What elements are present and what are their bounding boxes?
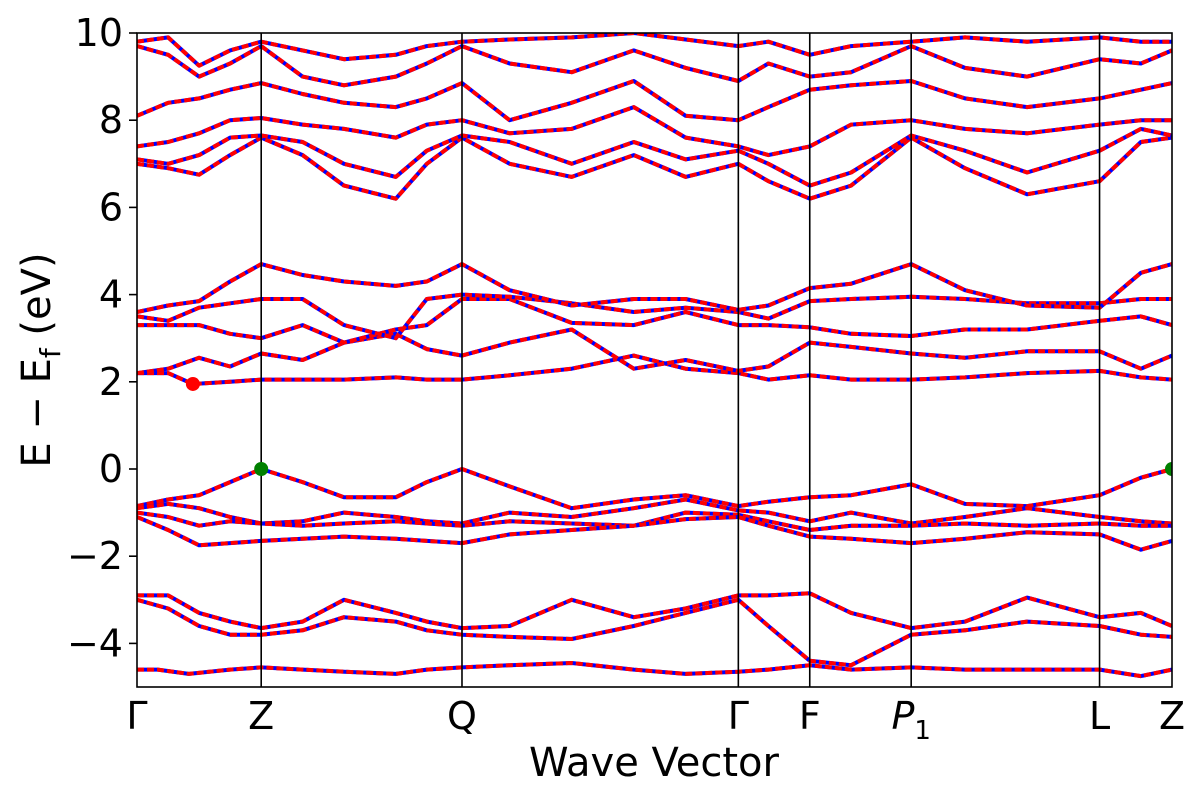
marker-cbm-1 xyxy=(185,376,200,391)
x-tick-label-3: Q xyxy=(447,694,477,738)
y-tick-label-8: 10 xyxy=(75,11,123,55)
x-tick-label-5-main: F xyxy=(799,694,821,738)
x-tick-label-6-main: P xyxy=(891,694,914,738)
band-14-overlay xyxy=(137,126,1172,188)
high-symmetry-lines xyxy=(260,33,1101,687)
x-tick-label-7-main: L xyxy=(1089,694,1110,738)
y-axis-title-subscript: f xyxy=(34,347,67,358)
x-tick-label-4: Γ xyxy=(728,694,749,738)
y-tick-label-5: 4 xyxy=(99,273,123,317)
y-tick-label-3: 0 xyxy=(99,447,123,491)
band-2 xyxy=(137,591,1172,631)
x-tick-label-5: F xyxy=(799,694,821,738)
y-tick-label-1: −4 xyxy=(67,621,123,665)
band-4-overlay xyxy=(137,467,1172,511)
x-axis-title: Wave Vector xyxy=(529,740,780,786)
band-11 xyxy=(137,292,1172,341)
band-12 xyxy=(137,262,1172,314)
x-tick-label-1: Γ xyxy=(126,694,147,738)
x-tick-label-2: Z xyxy=(248,694,274,738)
band-18 xyxy=(137,33,1172,68)
y-axis-title-main: E − E xyxy=(14,358,60,468)
band-9 xyxy=(137,327,1172,376)
band-lines xyxy=(137,33,1172,679)
band-1 xyxy=(137,661,1172,679)
extrema-markers xyxy=(185,376,1172,476)
band-7 xyxy=(137,515,1172,552)
x-tick-label-6-subscript: 1 xyxy=(914,716,931,746)
band-8 xyxy=(137,353,1172,386)
x-tick-label-6: P1 xyxy=(891,694,930,746)
y-tick-label-2: −2 xyxy=(67,534,123,578)
x-tick-label-8: Z xyxy=(1159,694,1185,738)
marker-vbm-2 xyxy=(254,462,269,476)
band-17 xyxy=(137,44,1172,88)
x-tick-label-3-main: Q xyxy=(447,694,477,738)
x-tick-label-7: L xyxy=(1089,694,1110,738)
band-4 xyxy=(137,467,1172,511)
y-axis-ticks: −4 −2 0 2 4 6 8 10 xyxy=(67,11,137,665)
band-16 xyxy=(137,79,1172,123)
band-3 xyxy=(137,597,1172,668)
y-axis-title-unit: (eV) xyxy=(14,252,60,348)
marker-vbm-3 xyxy=(1165,462,1172,476)
x-tick-label-1-main: Γ xyxy=(126,694,147,738)
x-tick-label-2-main: Z xyxy=(248,694,274,738)
y-axis-title: E − Ef (eV) xyxy=(14,252,67,467)
band-16-overlay xyxy=(137,79,1172,123)
y-tick-label-4: 2 xyxy=(99,360,123,404)
y-tick-label-7: 8 xyxy=(99,98,123,142)
x-tick-label-4-main: Γ xyxy=(728,694,749,738)
band-14 xyxy=(137,126,1172,188)
band-6 xyxy=(137,510,1172,532)
band-17-overlay xyxy=(137,44,1172,88)
band-10 xyxy=(137,297,1172,345)
plot-frame xyxy=(136,32,1173,688)
x-axis-ticks: Γ Z Q Γ F P1 L Z xyxy=(126,694,1185,746)
x-tick-label-8-main: Z xyxy=(1159,694,1185,738)
band-15 xyxy=(137,105,1172,158)
y-tick-label-6: 6 xyxy=(99,185,123,229)
band-13 xyxy=(137,135,1172,201)
